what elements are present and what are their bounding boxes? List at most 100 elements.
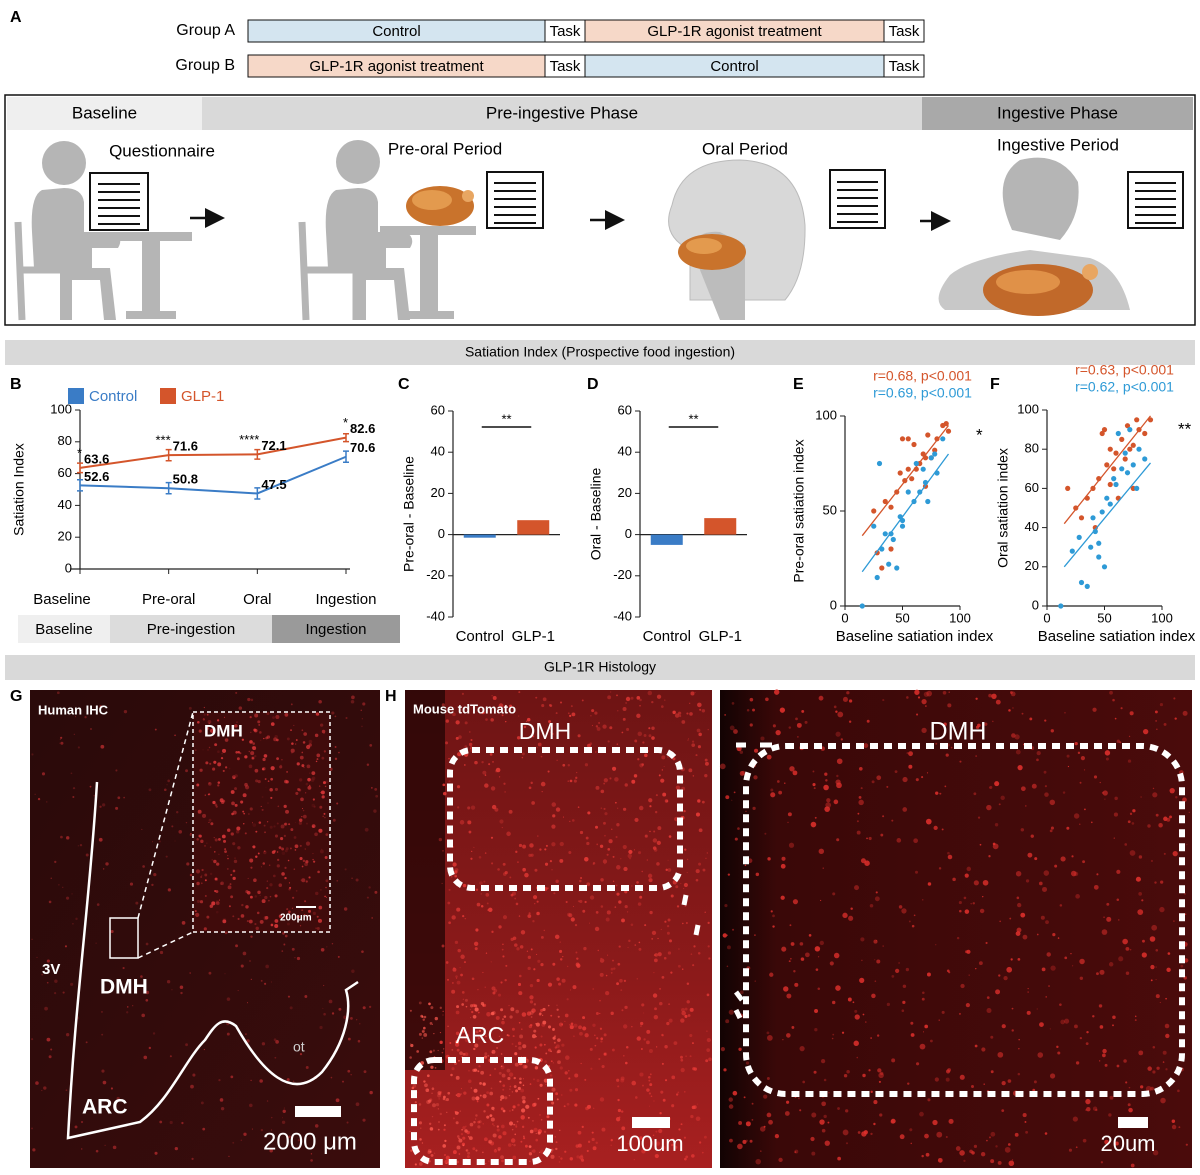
speckle xyxy=(62,886,64,888)
speckle xyxy=(651,930,657,936)
speckle xyxy=(599,972,604,977)
speckle xyxy=(456,1160,459,1164)
speckle xyxy=(264,895,268,900)
speckle xyxy=(1123,1059,1127,1063)
speckle xyxy=(959,760,962,763)
speckle xyxy=(983,1083,985,1085)
speckle xyxy=(143,1055,148,1060)
speckle xyxy=(1150,979,1153,982)
speckle xyxy=(301,816,303,818)
section-bar xyxy=(5,340,1195,365)
speckle xyxy=(527,966,531,971)
speckle xyxy=(584,857,589,862)
panel-label: G xyxy=(10,688,22,705)
speckle xyxy=(1177,1089,1180,1093)
y-tick-label: 60 xyxy=(431,402,445,417)
speckle xyxy=(553,892,556,895)
speckle xyxy=(475,1096,480,1101)
speckle xyxy=(1109,690,1113,695)
speckle xyxy=(243,812,246,815)
speckle xyxy=(77,746,80,749)
speckle xyxy=(439,1032,442,1034)
speckle xyxy=(623,979,627,983)
speckle xyxy=(810,1136,815,1142)
speckle xyxy=(569,1025,574,1030)
x-tick-label: Control xyxy=(643,628,691,645)
speckle xyxy=(532,895,538,900)
speckle xyxy=(864,1021,867,1023)
speckle xyxy=(438,1098,440,1100)
speckle xyxy=(660,928,662,930)
speckle xyxy=(819,1119,825,1125)
speckle xyxy=(54,979,58,983)
speckle xyxy=(208,793,211,796)
speckle xyxy=(508,809,513,814)
annotation: r=0.68, p<0.001 xyxy=(873,368,972,384)
speckle xyxy=(515,850,518,853)
point xyxy=(1147,417,1154,423)
speckle xyxy=(236,826,241,831)
speckle xyxy=(260,1128,264,1132)
speckle xyxy=(551,842,556,847)
speckle xyxy=(257,890,261,895)
speckle xyxy=(464,1037,470,1043)
speckle xyxy=(492,696,497,700)
speckle xyxy=(456,907,461,912)
speckle xyxy=(615,884,618,887)
speckle xyxy=(437,1120,441,1124)
speckle xyxy=(509,1085,512,1088)
speckle xyxy=(783,986,789,992)
point xyxy=(1130,442,1136,448)
speckle xyxy=(221,753,223,755)
speckle xyxy=(927,882,932,886)
speckle xyxy=(1079,823,1081,825)
annotation: r=0.69, p<0.001 xyxy=(873,385,972,401)
speckle xyxy=(459,1110,461,1112)
speckle xyxy=(672,710,676,715)
speckle xyxy=(691,1105,696,1110)
speckle xyxy=(659,987,661,990)
speckle xyxy=(188,706,192,710)
speckle xyxy=(174,840,176,842)
y-tick-label: 80 xyxy=(58,433,72,448)
speckle xyxy=(982,895,984,898)
speckle xyxy=(204,844,206,847)
speckle xyxy=(990,1131,996,1137)
speckle xyxy=(471,1010,474,1014)
speckle xyxy=(1134,1015,1137,1018)
speckle xyxy=(1025,879,1030,883)
speckle xyxy=(924,1133,929,1139)
speckle xyxy=(573,779,577,783)
speckle xyxy=(1052,933,1056,937)
speckle xyxy=(252,746,257,751)
speckle xyxy=(520,1088,525,1093)
speckle xyxy=(291,742,294,745)
speckle xyxy=(491,1123,494,1125)
speckle xyxy=(1128,1086,1131,1089)
speckle xyxy=(185,1043,188,1047)
speckle xyxy=(1043,770,1047,774)
speckle xyxy=(754,748,759,753)
speckle xyxy=(312,858,314,861)
speckle xyxy=(351,877,353,880)
fit-line xyxy=(1063,415,1152,525)
speckle xyxy=(463,961,466,964)
speckle xyxy=(501,1159,504,1163)
speckle xyxy=(351,969,355,973)
speckle xyxy=(314,1124,319,1128)
speckle xyxy=(226,1032,230,1036)
speckle xyxy=(231,812,234,816)
speckle xyxy=(474,760,478,765)
speckle xyxy=(923,1031,925,1033)
speckle xyxy=(876,1034,880,1037)
speckle xyxy=(657,937,659,940)
speckle xyxy=(670,894,674,898)
speckle xyxy=(723,1068,727,1072)
speckle xyxy=(345,717,348,720)
speckle xyxy=(467,820,472,825)
speckle xyxy=(374,890,378,894)
speckle xyxy=(646,1088,650,1092)
speckle xyxy=(116,1096,120,1101)
speckle xyxy=(1020,828,1025,832)
speckle xyxy=(552,1062,554,1064)
